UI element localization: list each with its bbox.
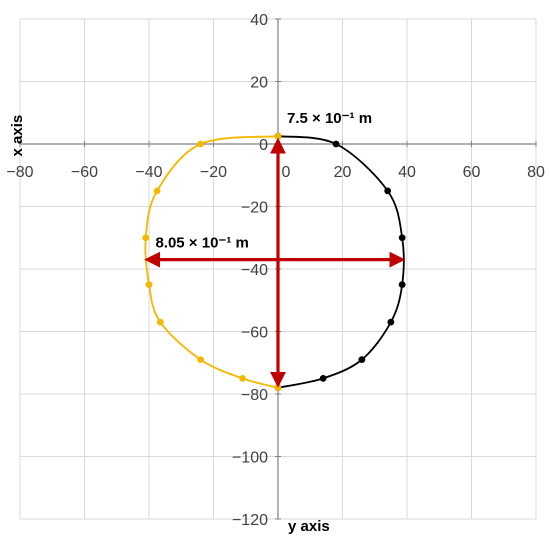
- y-axis-title: x axis: [9, 115, 26, 157]
- x-tick-label: 0: [282, 164, 291, 181]
- y-tick-label: 0: [259, 137, 268, 154]
- data-point: [156, 318, 164, 326]
- x-tick-label: 20: [334, 164, 352, 181]
- y-tick-label: 40: [250, 12, 268, 29]
- data-point: [197, 356, 205, 364]
- data-point: [398, 234, 406, 242]
- x-axis-title: y axis: [288, 518, 330, 535]
- data-point: [239, 374, 246, 382]
- annotation-horizontal-distance: 8.05 × 10⁻¹ m: [155, 235, 248, 252]
- data-point: [332, 140, 340, 148]
- x-tick-label: 80: [527, 164, 545, 181]
- data-point: [358, 356, 366, 364]
- dimension-arrows: [144, 137, 406, 388]
- data-point: [384, 187, 392, 195]
- x-tick-labels: −80 −60 −40 −20 0 20 40 60 80: [6, 164, 545, 181]
- y-tick-label: 20: [250, 75, 268, 92]
- data-point: [274, 384, 282, 392]
- y-tick-label: −80: [241, 387, 268, 404]
- series-0: [274, 132, 406, 392]
- data-point: [197, 140, 205, 148]
- data-point: [153, 187, 161, 195]
- data-point: [142, 234, 150, 242]
- y-tick-label: −60: [241, 325, 268, 342]
- y-tick-label: −100: [232, 450, 268, 467]
- x-tick-label: 60: [463, 164, 481, 181]
- x-tick-label: −40: [135, 164, 162, 181]
- labels: 7.5 × 10⁻¹ m 8.05 × 10⁻¹ m y axis x axis: [9, 110, 372, 535]
- series: [142, 132, 406, 392]
- x-tick-label: −60: [71, 164, 98, 181]
- data-point: [398, 281, 406, 289]
- annotation-vertical-distance: 7.5 × 10⁻¹ m: [287, 110, 372, 127]
- x-tick-label: 40: [398, 164, 416, 181]
- data-point: [319, 374, 327, 382]
- x-tick-label: −20: [200, 164, 227, 181]
- data-point: [145, 281, 153, 289]
- data-point: [387, 318, 395, 326]
- x-tick-label: −80: [6, 164, 33, 181]
- y-tick-label: −120: [232, 512, 268, 529]
- y-tick-label: −20: [241, 200, 268, 217]
- y-tick-label: −40: [241, 262, 268, 279]
- data-point: [274, 132, 282, 140]
- y-tick-labels: 40 20 0 −20 −40 −60 −80 −100 −120: [232, 12, 268, 529]
